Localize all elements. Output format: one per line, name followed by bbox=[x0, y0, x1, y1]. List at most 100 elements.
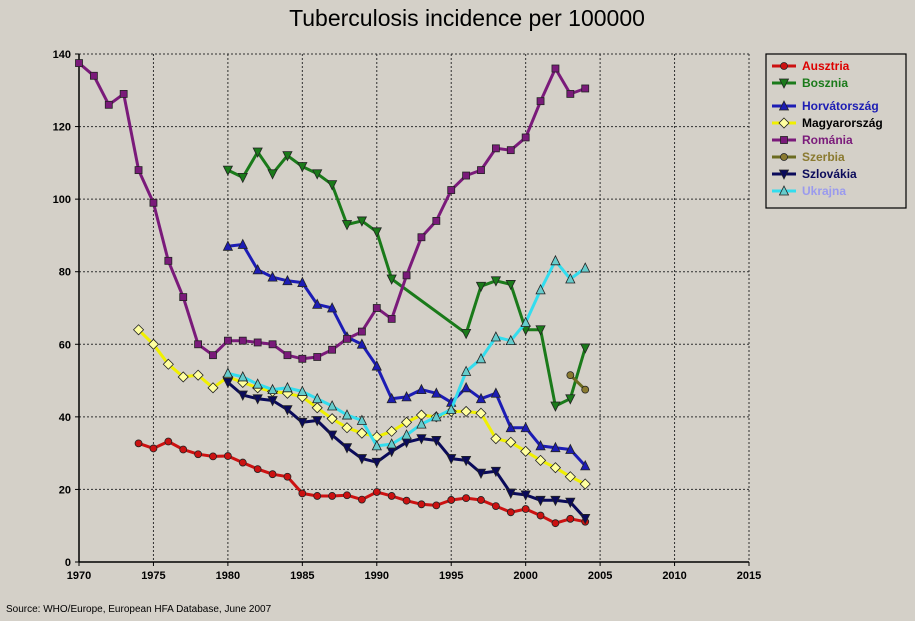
series-magyarorszag bbox=[132, 324, 591, 490]
data-point-romania bbox=[298, 354, 307, 363]
data-point-horvatorszag bbox=[565, 443, 576, 454]
data-point-ausztria bbox=[566, 514, 575, 523]
x-tick-label: 2005 bbox=[588, 570, 612, 582]
data-point-horvatorszag bbox=[401, 391, 412, 402]
data-point-szlovakia bbox=[416, 434, 427, 445]
data-point-ukrajna bbox=[565, 273, 576, 284]
data-point-ausztria bbox=[253, 465, 262, 474]
data-point-romania bbox=[477, 166, 485, 175]
data-point-ausztria bbox=[238, 458, 247, 467]
data-point-bosznia bbox=[386, 274, 397, 285]
x-tick-label: 1970 bbox=[67, 570, 91, 582]
data-point-ukrajna bbox=[312, 392, 323, 404]
legend-label: Szerbia bbox=[802, 150, 845, 164]
data-point-ausztria bbox=[372, 488, 381, 496]
data-point-bosznia bbox=[237, 172, 248, 184]
data-point-ausztria bbox=[134, 439, 143, 448]
data-point-szlovakia bbox=[252, 394, 263, 405]
data-point-ukrajna bbox=[580, 262, 591, 273]
data-point-bosznia bbox=[297, 162, 308, 173]
data-point-romania bbox=[417, 233, 426, 242]
y-tick-label: 40 bbox=[59, 412, 71, 424]
series-szlovakia bbox=[222, 377, 591, 525]
data-point-ausztria bbox=[477, 496, 485, 504]
legend-label: Bosznia bbox=[802, 76, 848, 90]
data-point-romania bbox=[328, 345, 337, 354]
data-point-ausztria bbox=[328, 492, 337, 500]
series-ausztria bbox=[134, 437, 590, 528]
data-point-romania bbox=[149, 198, 158, 207]
data-point-szlovakia bbox=[580, 514, 591, 525]
data-point-magyarorszag bbox=[505, 436, 517, 448]
data-point-bosznia bbox=[267, 169, 278, 180]
data-point-ukrajna bbox=[550, 254, 561, 266]
legend-marker bbox=[780, 136, 788, 144]
data-point-ausztria bbox=[417, 500, 426, 509]
data-point-szlovakia bbox=[505, 488, 516, 499]
data-point-romania bbox=[432, 217, 441, 225]
data-point-horvatorszag bbox=[475, 392, 487, 404]
data-point-magyarorszag bbox=[549, 462, 562, 474]
data-point-bosznia bbox=[460, 328, 472, 340]
data-point-romania bbox=[357, 327, 366, 336]
data-point-bosznia bbox=[371, 227, 382, 238]
x-tick-label: 1975 bbox=[141, 570, 165, 582]
data-point-ukrajna bbox=[401, 429, 412, 440]
data-point-szlovakia bbox=[326, 430, 338, 441]
data-point-szerbia bbox=[581, 385, 590, 394]
data-point-magyarorszag bbox=[475, 407, 487, 419]
data-point-magyarorszag bbox=[564, 471, 576, 483]
source-note: Source: WHO/Europe, European HFA Databas… bbox=[6, 604, 272, 615]
data-point-ausztria bbox=[491, 502, 500, 511]
data-point-romania bbox=[75, 59, 83, 67]
y-tick-label: 0 bbox=[65, 557, 71, 569]
x-tick-label: 1980 bbox=[216, 570, 240, 582]
series-szerbia bbox=[566, 371, 590, 394]
data-point-ukrajna bbox=[386, 438, 397, 449]
data-point-magyarorszag bbox=[192, 369, 204, 381]
data-point-horvatorszag bbox=[550, 441, 561, 453]
data-point-ausztria bbox=[164, 437, 173, 446]
data-point-szlovakia bbox=[446, 454, 457, 465]
data-point-szlovakia bbox=[297, 417, 308, 429]
data-point-magyarorszag bbox=[460, 405, 472, 417]
data-point-ukrajna bbox=[252, 378, 263, 389]
data-point-romania bbox=[238, 336, 247, 345]
data-point-romania bbox=[566, 90, 575, 98]
data-point-romania bbox=[119, 90, 128, 98]
legend-marker bbox=[780, 62, 788, 70]
data-point-magyarorszag bbox=[579, 478, 591, 490]
plot-background bbox=[79, 54, 749, 562]
data-point-szlovakia bbox=[535, 495, 546, 507]
y-tick-label: 100 bbox=[53, 194, 71, 206]
data-point-magyarorszag bbox=[356, 427, 368, 439]
data-point-romania bbox=[551, 64, 560, 73]
data-point-romania bbox=[134, 166, 143, 175]
data-point-ausztria bbox=[343, 491, 351, 500]
data-point-ukrajna bbox=[520, 316, 531, 327]
data-point-ukrajna bbox=[326, 400, 338, 411]
data-point-ausztria bbox=[462, 494, 471, 503]
legend-marker bbox=[778, 117, 790, 129]
legend-marker bbox=[778, 100, 790, 111]
data-point-ukrajna bbox=[282, 381, 293, 393]
data-point-ausztria bbox=[521, 505, 530, 513]
data-point-romania bbox=[402, 271, 411, 280]
data-point-horvatorszag bbox=[580, 459, 591, 471]
data-point-horvatorszag bbox=[520, 421, 531, 433]
data-point-bosznia bbox=[326, 180, 338, 191]
data-point-ausztria bbox=[313, 492, 322, 500]
data-point-ausztria bbox=[209, 452, 217, 461]
data-point-szlovakia bbox=[371, 457, 382, 469]
data-point-magyarorszag bbox=[311, 402, 323, 414]
x-tick-label: 1990 bbox=[365, 570, 389, 582]
data-point-romania bbox=[209, 351, 217, 360]
plot-area bbox=[79, 54, 749, 562]
y-tick-label: 140 bbox=[53, 49, 71, 61]
data-point-ausztria bbox=[536, 511, 545, 520]
data-point-magyarorszag bbox=[490, 433, 502, 445]
data-point-horvatorszag bbox=[535, 439, 546, 451]
data-point-horvatorszag bbox=[386, 392, 397, 404]
data-point-bosznia bbox=[341, 220, 353, 231]
x-tick-label: 1985 bbox=[290, 570, 314, 582]
